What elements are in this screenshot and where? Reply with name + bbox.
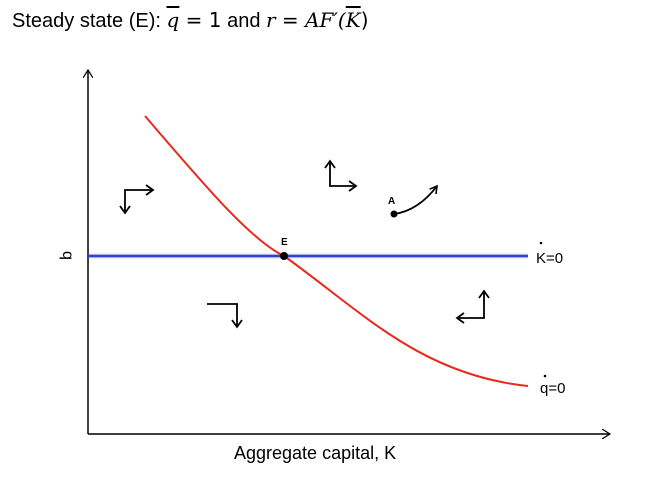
kdot-label-group: K=0 [536, 241, 563, 267]
phase-arrow-upper-left [119, 184, 155, 215]
steady-state-label: E [281, 237, 288, 248]
title-q-bar: q [166, 8, 180, 32]
phase-arrow-lower-left [207, 303, 243, 329]
qdot-label-group: q=0 [540, 374, 565, 397]
diagram-title: Steady state (E): q = 1 and r = AF′(K) [12, 8, 369, 33]
point-a-trajectory-arrow [393, 184, 438, 215]
title-equals-two: = [275, 8, 306, 32]
kdot-dot-accent [539, 241, 543, 245]
qdot-zero-curve [144, 115, 529, 387]
phase-arrow-upper-right [324, 159, 358, 192]
steady-state-point [280, 252, 288, 260]
point-a-label: A [388, 196, 395, 207]
title-rhs-k: K [345, 8, 361, 32]
title-equals-one: = 1 [179, 8, 222, 32]
qdot-dot-accent [543, 374, 547, 378]
title-r: r [266, 8, 276, 32]
y-axis-label: q [59, 251, 76, 260]
kdot-label: K=0 [536, 250, 563, 267]
title-rhs-close: ) [360, 8, 369, 32]
title-rhs-a: AF′( [305, 8, 346, 32]
x-axis-label: Aggregate capital, K [234, 443, 396, 463]
phase-arrow-lower-right [455, 289, 490, 324]
title-prefix: Steady state (E): [12, 10, 167, 32]
qdot-label: q=0 [540, 380, 565, 397]
title-and: and [221, 10, 267, 32]
